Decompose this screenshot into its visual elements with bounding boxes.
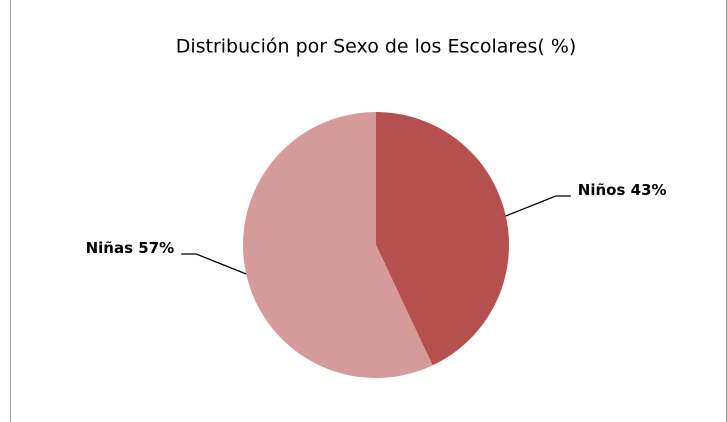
pie-slice xyxy=(376,112,510,366)
category-label: Niñas xyxy=(86,239,133,257)
category-label: Niños xyxy=(578,180,626,198)
value-label: 57% xyxy=(138,239,174,257)
data-label: Niños 43% xyxy=(578,180,667,198)
data-label: Niñas 57% xyxy=(86,239,175,257)
leader-line xyxy=(181,253,247,275)
pie-slice xyxy=(243,112,433,379)
value-label: 43% xyxy=(631,180,667,198)
leader-line xyxy=(505,195,571,217)
chart-title: Distribución por Sexo de los Escolares( … xyxy=(176,36,577,58)
